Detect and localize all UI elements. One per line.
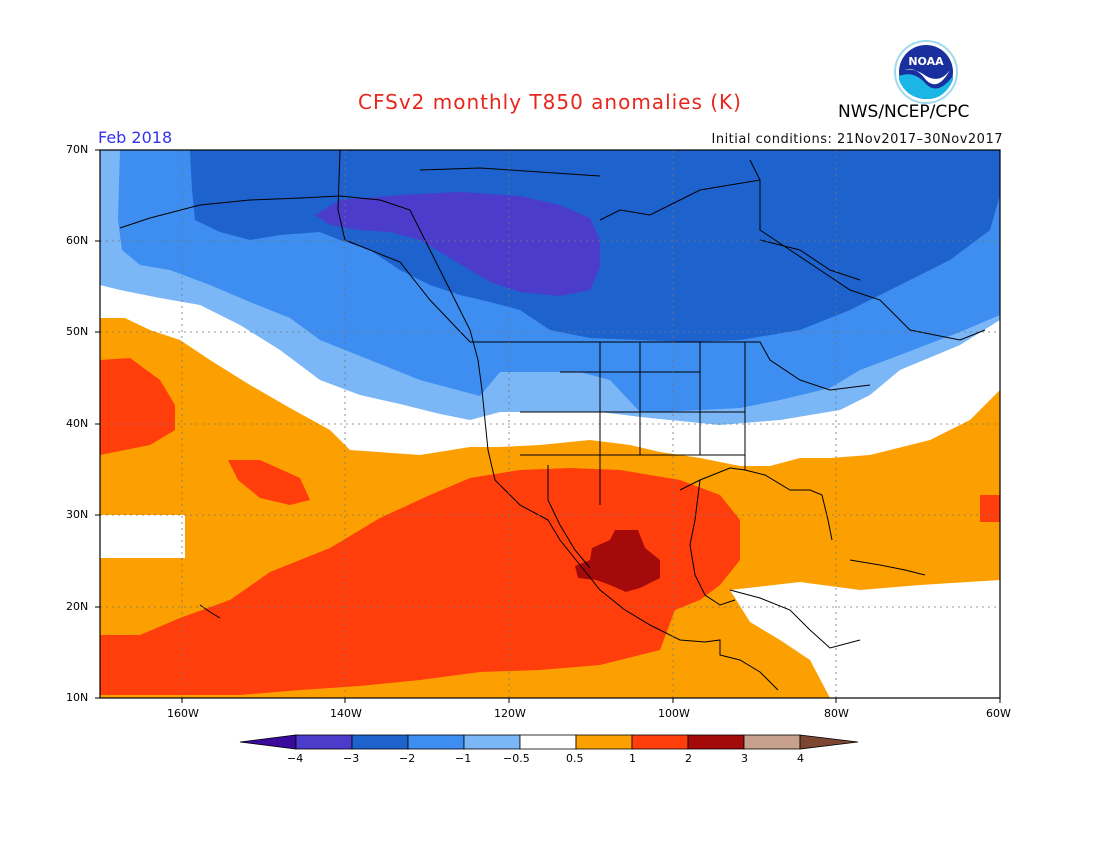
legend-label-m05: −0.5 xyxy=(503,752,530,765)
legend-label-m1: −1 xyxy=(455,752,472,765)
legend-label-p05: 0.5 xyxy=(566,752,584,765)
lat-label-20n: 20N xyxy=(66,600,89,613)
cold-band-m4 xyxy=(315,192,600,296)
lon-label-160w: 160W xyxy=(167,707,199,720)
lat-label-70n: 70N xyxy=(66,143,89,156)
initial-conditions: Initial conditions: 21Nov2017–30Nov2017 xyxy=(711,132,1003,147)
lon-label-60w: 60W xyxy=(986,707,1011,720)
lat-label-50n: 50N xyxy=(66,325,89,338)
map-title: CFSv2 monthly T850 anomalies (K) xyxy=(358,90,742,114)
lon-label-120w: 120W xyxy=(494,707,526,720)
agency-label: NWS/NCEP/CPC xyxy=(838,102,970,122)
warm-band-p1 xyxy=(100,358,1000,695)
lon-label-80w: 80W xyxy=(824,707,849,720)
forecast-period: Feb 2018 xyxy=(98,128,173,147)
lat-label-30n: 30N xyxy=(66,508,89,521)
coastlines xyxy=(119,150,986,691)
neutral-patch-caribbean xyxy=(730,580,1000,698)
lat-label-40n: 40N xyxy=(66,417,89,430)
neutral-patch-west xyxy=(100,515,185,558)
legend-label-p3: 3 xyxy=(741,752,748,765)
lat-label-60n: 60N xyxy=(66,234,89,247)
axis-ticks xyxy=(95,149,1001,703)
lon-label-140w: 140W xyxy=(330,707,362,720)
legend-label-p2: 2 xyxy=(685,752,692,765)
legend-label-m3: −3 xyxy=(343,752,360,765)
legend-label-p4: 4 xyxy=(797,752,804,765)
noaa-logo-icon: NOAA xyxy=(894,40,958,104)
legend-label-m4: −4 xyxy=(287,752,304,765)
lat-label-10n: 10N xyxy=(66,691,89,704)
graticule xyxy=(100,150,1000,698)
legend-label-p1: 1 xyxy=(629,752,636,765)
legend-label-m2: −2 xyxy=(399,752,416,765)
svg-text:NOAA: NOAA xyxy=(908,55,944,68)
lon-label-100w: 100W xyxy=(658,707,690,720)
warm-band-p2 xyxy=(575,530,660,592)
